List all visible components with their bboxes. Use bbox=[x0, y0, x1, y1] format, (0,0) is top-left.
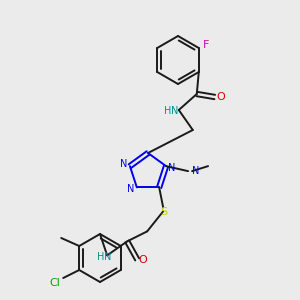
Text: H: H bbox=[164, 106, 172, 116]
Text: H: H bbox=[98, 252, 105, 262]
Text: N: N bbox=[171, 106, 178, 116]
Text: S: S bbox=[160, 207, 168, 218]
Text: F: F bbox=[202, 40, 209, 50]
Text: N: N bbox=[120, 159, 128, 169]
Text: N: N bbox=[104, 252, 112, 262]
Text: N: N bbox=[168, 163, 176, 173]
Text: O: O bbox=[216, 92, 225, 102]
Text: Cl: Cl bbox=[50, 278, 61, 288]
Text: O: O bbox=[139, 255, 148, 266]
Text: N: N bbox=[192, 166, 200, 176]
Text: N: N bbox=[127, 184, 134, 194]
